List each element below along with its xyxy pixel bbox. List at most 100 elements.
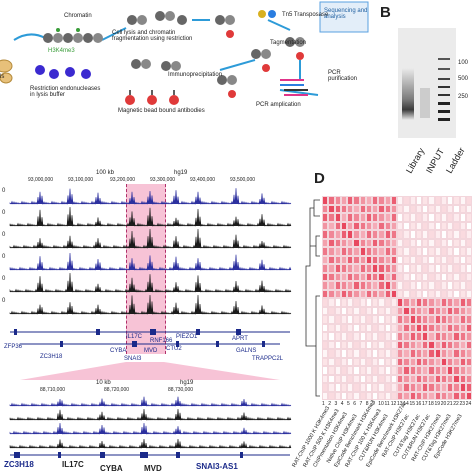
heatmap-cell bbox=[447, 289, 454, 298]
heatmap-cell bbox=[397, 391, 404, 400]
heatmap-cell bbox=[422, 230, 429, 239]
heatmap-cell bbox=[347, 255, 354, 264]
heatmap-cell bbox=[440, 366, 447, 375]
heatmap-cell bbox=[453, 349, 460, 358]
heatmap-cell bbox=[434, 230, 441, 239]
heatmap-cell bbox=[434, 315, 441, 324]
heatmap-cell bbox=[403, 272, 410, 281]
heatmap-cell bbox=[378, 315, 385, 324]
heatmap-cell bbox=[397, 383, 404, 392]
heatmap-cell bbox=[353, 238, 360, 247]
heatmap-cell bbox=[397, 247, 404, 256]
heatmap-cell bbox=[453, 238, 460, 247]
heatmap-cell bbox=[328, 349, 335, 358]
heatmap-cell bbox=[359, 289, 366, 298]
heatmap-cell bbox=[465, 306, 472, 315]
heatmap-cell bbox=[384, 349, 391, 358]
heatmap-cell bbox=[353, 374, 360, 383]
heatmap-cell bbox=[459, 349, 466, 358]
heatmap-cell bbox=[378, 196, 385, 205]
heatmap-cell bbox=[328, 306, 335, 315]
heatmap-cell bbox=[378, 306, 385, 315]
heatmap-cell bbox=[415, 264, 422, 273]
heatmap-cell bbox=[440, 323, 447, 332]
heatmap-cell bbox=[459, 289, 466, 298]
heatmap-cell bbox=[347, 213, 354, 222]
heatmap-cell bbox=[372, 255, 379, 264]
heatmap-cell bbox=[422, 374, 429, 383]
heatmap-cell bbox=[340, 315, 347, 324]
heatmap-cell bbox=[359, 306, 366, 315]
heatmap-cell bbox=[447, 255, 454, 264]
heatmap-cell bbox=[322, 272, 329, 281]
heatmap-cell bbox=[328, 213, 335, 222]
heatmap-cell bbox=[422, 289, 429, 298]
heatmap-cell bbox=[390, 264, 397, 273]
heatmap-cell bbox=[359, 230, 366, 239]
heatmap-cell bbox=[347, 238, 354, 247]
pcr-fragments-icon bbox=[280, 79, 308, 96]
heatmap-cell bbox=[372, 357, 379, 366]
heatmap-cell bbox=[422, 255, 429, 264]
heatmap-cell bbox=[340, 213, 347, 222]
heatmap-cell bbox=[434, 357, 441, 366]
signal-tracks bbox=[9, 188, 292, 316]
heatmap-cell bbox=[440, 264, 447, 273]
heatmap-cell bbox=[322, 391, 329, 400]
heatmap-cell bbox=[453, 357, 460, 366]
cells-icon bbox=[0, 59, 13, 73]
heatmap-cell bbox=[359, 340, 366, 349]
heatmap-cell bbox=[365, 221, 372, 230]
heatmap-cell bbox=[415, 238, 422, 247]
heatmap-cell bbox=[334, 230, 341, 239]
heatmap-cell bbox=[459, 323, 466, 332]
heatmap-cell bbox=[428, 247, 435, 256]
heatmap-cell bbox=[328, 204, 335, 213]
heatmap-cell bbox=[378, 349, 385, 358]
row-number: 13 bbox=[397, 401, 403, 407]
heatmap-cell bbox=[465, 349, 472, 358]
row-number: 19 bbox=[434, 401, 441, 407]
gene-mvd-zoom: MVD bbox=[144, 464, 162, 473]
heatmap-cell bbox=[459, 255, 466, 264]
heatmap-cell bbox=[359, 272, 366, 281]
heatmap-cell bbox=[390, 366, 397, 375]
signal-track bbox=[9, 422, 292, 436]
heatmap-cell bbox=[384, 281, 391, 290]
heatmap-cell bbox=[334, 366, 341, 375]
heatmap-cell bbox=[378, 255, 385, 264]
heatmap-cell bbox=[328, 366, 335, 375]
heatmap-cell bbox=[390, 298, 397, 307]
heatmap-cell bbox=[409, 196, 416, 205]
heatmap-cell bbox=[378, 289, 385, 298]
heatmap-cell bbox=[434, 196, 441, 205]
heatmap-cell bbox=[378, 247, 385, 256]
heatmap-cell bbox=[465, 247, 472, 256]
heatmap-cell bbox=[447, 323, 454, 332]
heatmap-cell bbox=[384, 374, 391, 383]
heatmap-cell bbox=[459, 230, 466, 239]
heatmap-cell bbox=[365, 289, 372, 298]
heatmap-cell bbox=[365, 255, 372, 264]
heatmap-cell bbox=[415, 272, 422, 281]
heatmap-cell bbox=[453, 323, 460, 332]
heatmap-cell bbox=[322, 255, 329, 264]
heatmap-cell bbox=[459, 391, 466, 400]
heatmap-cell bbox=[440, 374, 447, 383]
heatmap-cell bbox=[322, 298, 329, 307]
heatmap-cell bbox=[372, 374, 379, 383]
heatmap-cell bbox=[347, 264, 354, 273]
heatmap-cell bbox=[353, 383, 360, 392]
row-number: 5 bbox=[347, 401, 350, 407]
heatmap-cell bbox=[334, 255, 341, 264]
heatmap-cell bbox=[447, 391, 454, 400]
heatmap-cell bbox=[447, 366, 454, 375]
heatmap-cell bbox=[428, 255, 435, 264]
heatmap-cell bbox=[459, 272, 466, 281]
gene-mvd: MVD bbox=[144, 348, 158, 354]
heatmap-cell bbox=[415, 349, 422, 358]
heatmap-cell bbox=[340, 340, 347, 349]
heatmap-cell bbox=[403, 383, 410, 392]
heatmap-cell bbox=[397, 349, 404, 358]
heatmap-cell bbox=[328, 298, 335, 307]
